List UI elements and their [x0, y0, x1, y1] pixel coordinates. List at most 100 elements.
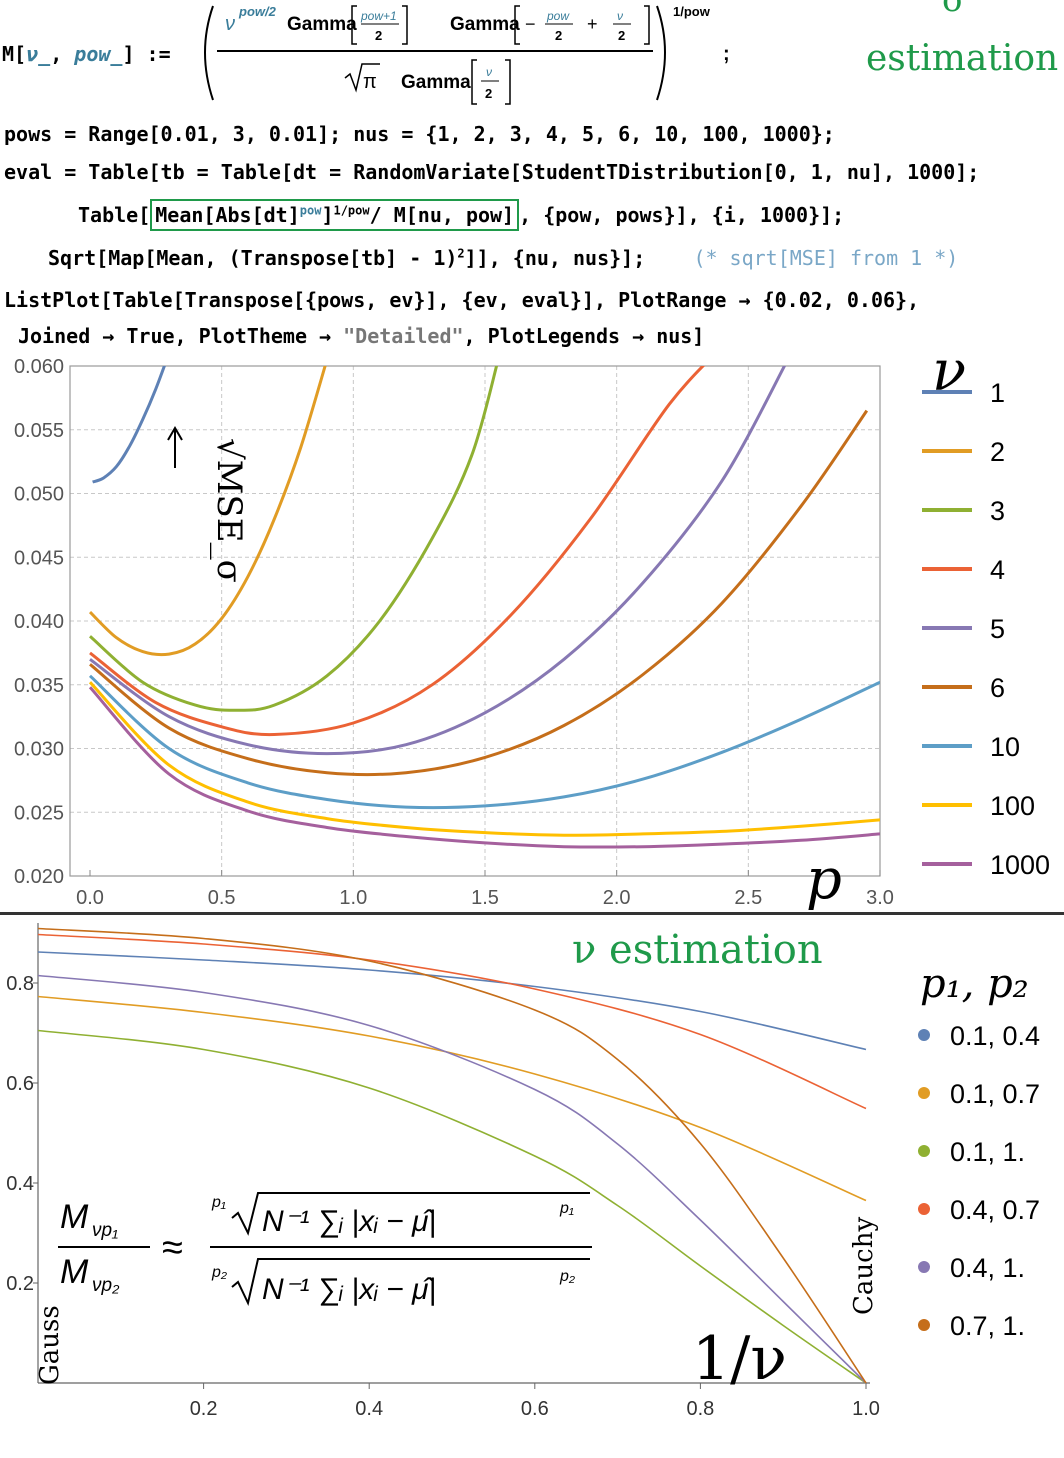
- sigma-title-estimation: estimation: [866, 38, 1059, 79]
- def-pow-plus: pow+1: [360, 9, 397, 23]
- legend-label-2: 2: [990, 437, 1005, 467]
- code-line-3: Table[Mean[Abs[dt]pow]1/pow/ M[nu, pow],…: [78, 199, 844, 231]
- svg-text:√MSE_σ: √MSE_σ: [209, 438, 249, 583]
- nu-legend-label: 0.4, 1.: [950, 1253, 1025, 1283]
- code-line-3-box: Mean[Abs[dt]: [155, 203, 300, 227]
- nu-legend-label: 0.7, 1.: [950, 1311, 1025, 1341]
- nu-y-tick-label: 0.2: [6, 1273, 34, 1295]
- sup-pow: pow: [299, 203, 322, 218]
- code-line-3-box2: ]: [321, 203, 334, 227]
- nu-legend-dot: [918, 1261, 930, 1273]
- sigma-series-3: [89, 366, 499, 712]
- sigma-x-tick-label: 1.5: [471, 887, 499, 909]
- nu-x-tick-label: 1.0: [852, 1398, 880, 1420]
- nu-chart-legend: 0.1, 0.4 0.1, 0.7 0.1, 1. 0.4, 0.7 0.4, 1. 0.…: [918, 1021, 1040, 1341]
- def-pi: π: [363, 71, 377, 93]
- def-nu-exp: pow/2: [238, 4, 277, 19]
- def-lhs: M[ν_, pow_] :=: [2, 42, 171, 66]
- def-gamma3: Gamma: [401, 72, 471, 93]
- sigma-series-1: [92, 366, 166, 484]
- code-line-3a: Table[: [78, 203, 151, 227]
- nu-chart-axes: 0.2 0.4 0.6 0.8 1.0 0.2 0.4 0.6 0.8: [6, 923, 880, 1420]
- legend-label-6: 6: [990, 673, 1005, 703]
- nu-legend-label: 0.1, 1.: [950, 1137, 1025, 1167]
- legend-label-100: 100: [990, 791, 1035, 821]
- def-plus: +: [587, 14, 598, 34]
- nu-chart-lines: [37, 927, 867, 1384]
- highlight-box: Mean[Abs[dt]pow]1/pow/ M[nu, pow]: [150, 199, 520, 231]
- sqrt-pi-radical: [344, 63, 380, 93]
- nu-series-0-1-0-4: [37, 951, 867, 1051]
- code-line-1: pows = Range[0.01, 3, 0.01]; nus = {1, 2…: [4, 122, 835, 146]
- ylabel-arrow-head: [167, 426, 183, 441]
- nu-legend-label: 0.1, 0.4: [950, 1021, 1040, 1051]
- code-line-4: Sqrt[Map[Mean, (Transpose[tb] - 1)2]], {…: [48, 246, 958, 270]
- nu-series-0-4-0-7: [37, 933, 867, 1110]
- sigma-chart: 0.0 0.5 1.0 1.5 2.0 2.5 3.0 0.020 0.025 0.030 0.03…: [14, 350, 1050, 910]
- sigma-y-tick-label: 0.050: [14, 484, 64, 506]
- def-nu3: ν: [486, 65, 492, 79]
- nu-legend-dot: [918, 1319, 930, 1331]
- sigma-chart-ticks: 0.0 0.5 1.0 1.5 2.0 2.5 3.0 0.020 0.025 0.030 0.03…: [14, 356, 894, 909]
- sigma-series-5: [89, 366, 787, 756]
- formula-lhs-den: M: [60, 1253, 89, 1291]
- nu-series-0-7-1-: [37, 927, 867, 1384]
- sigma-series-4: [89, 366, 706, 737]
- sigma-y-tick-label: 0.055: [14, 420, 64, 442]
- sigma-x-tick-label: 0.0: [76, 887, 104, 909]
- code-line-6: Joined → True, PlotTheme → "Detailed", P…: [18, 324, 704, 348]
- nu-legend-label: 0.4, 0.7: [950, 1195, 1040, 1225]
- sigma-chart-legend: 1 2 3 4 5 6 10 100 1000: [922, 378, 1050, 880]
- formula-root-top-idx: p₁: [211, 1194, 226, 1211]
- def-minus: −: [525, 14, 536, 34]
- nu-chart: 0.2 0.4 0.6 0.8 1.00.20.40.60.8 0.1, 0.40.1,…: [6, 923, 1040, 1420]
- sigma-x-tick-label: 2.5: [734, 887, 762, 909]
- nu-x-tick-label: 0.2: [190, 1398, 218, 1420]
- def-two-b: 2: [555, 28, 562, 43]
- code-line-3-box3: / M[nu, pow]: [369, 203, 515, 227]
- sigma-x-tick-label: 3.0: [866, 887, 894, 909]
- def-gamma2: Gamma: [450, 14, 520, 35]
- code-line-6a: Joined → True, PlotTheme →: [18, 324, 344, 348]
- nu-series-0-1-0-7: [37, 995, 867, 1202]
- formula-radical-top: [231, 1192, 590, 1236]
- nu-xlabel: 1/ν: [692, 1324, 787, 1394]
- def-two-a: 2: [375, 28, 382, 43]
- sigma-y-tick-label: 0.020: [14, 866, 64, 888]
- sigma-series-1000: [88, 686, 880, 849]
- cauchy-label: Cauchy: [849, 1217, 879, 1315]
- nu-legend-title: p₁, p₂: [920, 961, 1029, 1007]
- def-two-d: 2: [485, 86, 492, 101]
- sigma-title: σ: [942, 0, 966, 20]
- def-outer-exp: 1/pow: [673, 4, 711, 19]
- sup-two: 2: [457, 246, 465, 261]
- formula-lhs-num: M: [60, 1198, 89, 1236]
- section-divider: [0, 912, 1064, 915]
- sigma-y-tick-label: 0.030: [14, 739, 64, 761]
- legend-label-1: 1: [990, 378, 1005, 408]
- nu-legend-dot: [918, 1203, 930, 1215]
- code-line-2: eval = Table[tb = Table[dt = RandomVaria…: [4, 160, 980, 184]
- sigma-x-tick-label: 1.0: [339, 887, 367, 909]
- sigma-x-tick-label: 2.0: [603, 887, 631, 909]
- legend-label-10: 10: [990, 732, 1020, 762]
- nu-y-tick-label: 0.6: [6, 1073, 34, 1095]
- sigma-plot-frame: [69, 365, 881, 877]
- formula-lhs-den-sub: νp₂: [92, 1275, 120, 1296]
- nu-title: ν estimation: [572, 927, 823, 973]
- sigma-series-2: [88, 366, 327, 657]
- definition-formula: ν pow/2 Gamma pow+1 2 Gamma − pow 2 + ν …: [204, 4, 730, 105]
- nu-x-tick-label: 0.8: [686, 1398, 714, 1420]
- sigma-y-tick-label: 0.035: [14, 675, 64, 697]
- sigma-series-100: [88, 681, 880, 837]
- sup-inv-pow: 1/pow: [333, 203, 370, 218]
- nu-series-0-4-1-: [37, 974, 867, 1384]
- code-line-4b: ]], {nu, nus}];: [464, 246, 646, 270]
- nu-legend-label: 0.1, 0.7: [950, 1079, 1040, 1109]
- nu-series-0-1-1-: [37, 1029, 867, 1384]
- sigma-y-tick-label: 0.040: [14, 611, 64, 633]
- code-line-6b: , PlotLegends → nus]: [463, 324, 705, 348]
- nu-legend-dot: [918, 1087, 930, 1099]
- nu-y-tick-label: 0.4: [6, 1173, 34, 1195]
- nu-x-tick-label: 0.4: [355, 1398, 383, 1420]
